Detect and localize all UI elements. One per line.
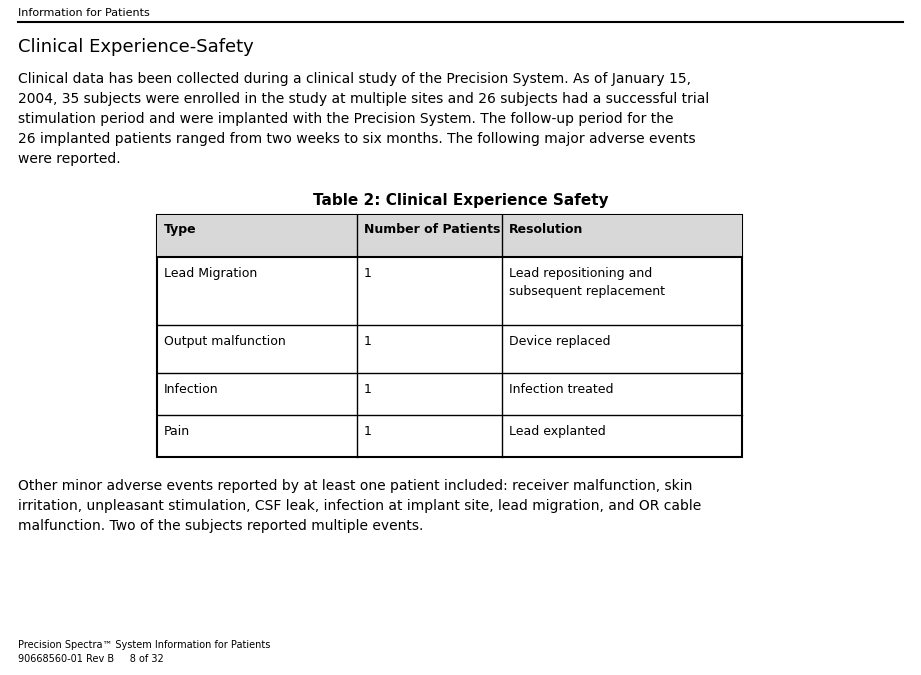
Text: 1: 1 [364,335,372,348]
Text: were reported.: were reported. [18,152,121,166]
Text: Clinical data has been collected during a clinical study of the Precision System: Clinical data has been collected during … [18,72,691,86]
Text: Lead Migration: Lead Migration [164,267,257,280]
Text: Output malfunction: Output malfunction [164,335,286,348]
Text: malfunction. Two of the subjects reported multiple events.: malfunction. Two of the subjects reporte… [18,519,424,533]
Text: 2004, 35 subjects were enrolled in the study at multiple sites and 26 subjects h: 2004, 35 subjects were enrolled in the s… [18,92,709,106]
Text: 1: 1 [364,383,372,396]
Text: Lead explanted: Lead explanted [509,425,606,438]
Text: Resolution: Resolution [509,223,583,236]
Text: Number of Patients: Number of Patients [364,223,500,236]
Text: Information for Patients: Information for Patients [18,8,150,18]
Text: irritation, unpleasant stimulation, CSF leak, infection at implant site, lead mi: irritation, unpleasant stimulation, CSF … [18,499,701,513]
Text: Device replaced: Device replaced [509,335,611,348]
Text: Table 2: Clinical Experience Safety: Table 2: Clinical Experience Safety [313,193,609,208]
Text: Lead repositioning and: Lead repositioning and [509,267,652,280]
Text: Other minor adverse events reported by at least one patient included: receiver m: Other minor adverse events reported by a… [18,479,693,493]
Text: 90668560-01 Rev B     8 of 32: 90668560-01 Rev B 8 of 32 [18,654,164,664]
Text: Infection: Infection [164,383,218,396]
Text: 26 implanted patients ranged from two weeks to six months. The following major a: 26 implanted patients ranged from two we… [18,132,695,146]
Text: Type: Type [164,223,196,236]
Text: Infection treated: Infection treated [509,383,613,396]
Text: Precision Spectra™ System Information for Patients: Precision Spectra™ System Information fo… [18,640,271,650]
Text: Pain: Pain [164,425,190,438]
Bar [157,215,742,257]
Text: Clinical Experience-Safety: Clinical Experience-Safety [18,38,254,56]
Text: stimulation period and were implanted with the Precision System. The follow-up p: stimulation period and were implanted wi… [18,112,673,126]
Text: subsequent replacement: subsequent replacement [509,285,665,298]
Text: 1: 1 [364,267,372,280]
Bar [157,215,742,457]
Text: 1: 1 [364,425,372,438]
